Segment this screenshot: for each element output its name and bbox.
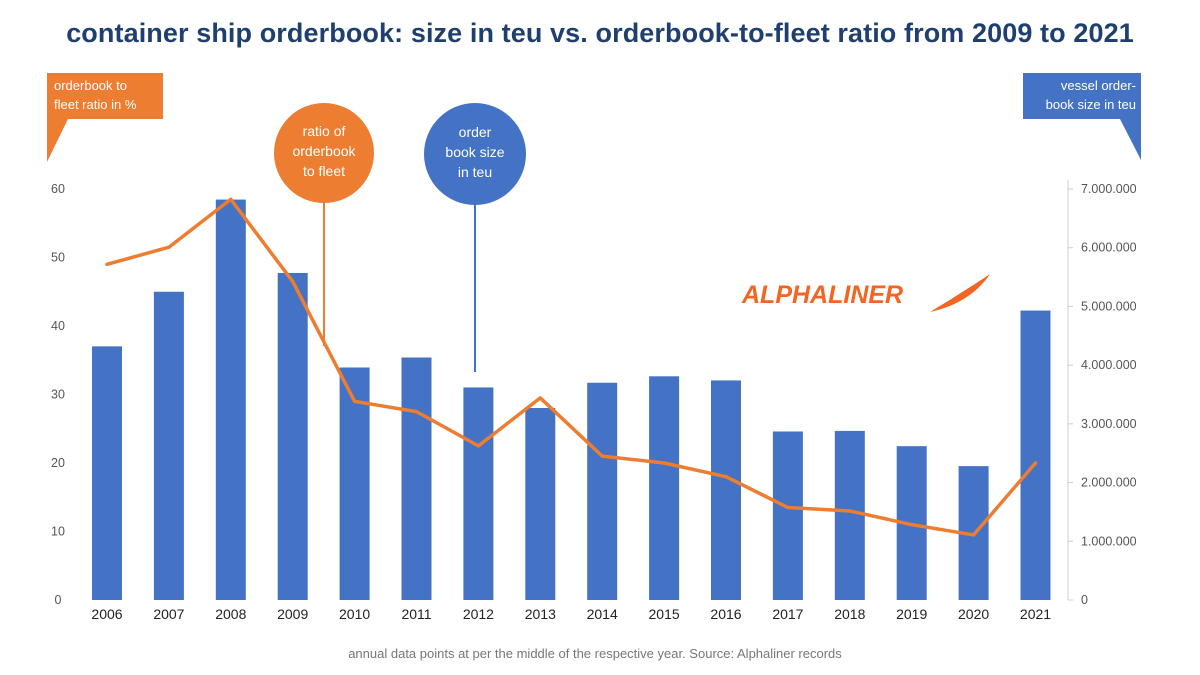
bar-2010	[339, 367, 370, 600]
ratio-bubble: ratio of orderbook to fleet	[274, 103, 374, 203]
left-axis-tick-label: 10	[51, 525, 65, 539]
size-bubble-line-3: in teu	[458, 164, 492, 180]
x-axis-tick-label: 2021	[1020, 606, 1051, 622]
left-axis-tick-label: 50	[51, 251, 65, 265]
x-axis-tick-label: 2018	[834, 606, 865, 622]
right-axis-tick-label: 3.000.000	[1081, 417, 1137, 431]
right-axis-tick-label: 2.000.000	[1081, 476, 1137, 490]
right-axis-tick-label: 1.000.000	[1081, 534, 1137, 548]
right-axis-ticks: 0 1.000.000 2.000.000 3.000.000 4.000.000 5.0…	[1068, 182, 1137, 607]
left-axis-tick-label: 60	[51, 182, 65, 196]
x-axis-tick-label: 2015	[649, 606, 680, 622]
x-axis-tick-label: 2016	[710, 606, 741, 622]
x-axis-tick-label: 2008	[215, 606, 246, 622]
ratio-bubble-line-2: orderbook	[292, 143, 356, 159]
left-axis-label-line-1: orderbook to	[54, 78, 127, 93]
right-axis-label-box: vessel order- book size in teu	[1023, 73, 1141, 160]
bar-2008	[215, 199, 246, 600]
callout-lines	[323, 186, 476, 372]
size-bubble-line-2: book size	[445, 144, 504, 160]
x-axis-tick-label: 2012	[463, 606, 494, 622]
left-axis-ticks: 0 10 20 30 40 50 60	[51, 182, 65, 607]
right-axis-label-line-2: book size in teu	[1046, 97, 1136, 112]
bar-2021	[1020, 310, 1051, 600]
right-axis-tick-label: 6.000.000	[1081, 241, 1137, 255]
x-axis-ticks: 2006 2007 2008 2009 2010 2011 2012 2013 2014 2015…	[91, 606, 1051, 622]
left-axis-tick-label: 30	[51, 388, 65, 402]
source-footnote: annual data points at per the middle of …	[348, 646, 842, 661]
x-axis-tick-label: 2006	[91, 606, 122, 622]
bar-2015	[649, 376, 680, 600]
left-axis-label-line-2: fleet ratio in %	[54, 97, 137, 112]
left-axis-label-box: orderbook to fleet ratio in %	[47, 73, 163, 162]
x-axis-tick-label: 2014	[587, 606, 618, 622]
right-axis-tick-label: 4.000.000	[1081, 358, 1137, 372]
right-axis-tick-label: 7.000.000	[1081, 182, 1137, 196]
size-bubble-line-1: order	[459, 124, 492, 140]
left-axis-tick-label: 20	[51, 456, 65, 470]
bar-2009	[277, 272, 308, 600]
x-axis-tick-label: 2009	[277, 606, 308, 622]
bar-2017	[772, 431, 803, 600]
ratio-bubble-line-1: ratio of	[303, 123, 346, 139]
size-bubble: order book size in teu	[424, 103, 526, 205]
left-axis-tick-label: 0	[55, 593, 62, 607]
x-axis-tick-label: 2019	[896, 606, 927, 622]
alphaliner-logo-text: ALPHALINER	[741, 281, 903, 309]
bar-2013	[525, 408, 556, 600]
x-axis-tick-label: 2020	[958, 606, 989, 622]
line-series	[105, 197, 1038, 537]
bar-series	[92, 199, 1051, 600]
bar-2016	[711, 380, 741, 600]
bar-2012	[463, 387, 494, 600]
bar-2007	[153, 291, 184, 600]
x-axis-tick-label: 2013	[525, 606, 556, 622]
ratio-bubble-line-3: to fleet	[303, 163, 345, 179]
ratio-line	[105, 197, 1038, 537]
x-axis-tick-label: 2011	[401, 606, 431, 622]
bar-2006	[92, 346, 122, 600]
x-axis-tick-label: 2017	[772, 606, 803, 622]
right-axis-label-line-1: vessel order-	[1061, 78, 1136, 93]
bar-2018	[834, 430, 865, 600]
left-axis-tick-label: 40	[51, 319, 65, 333]
chart-title: container ship orderbook: size in teu vs…	[66, 18, 1134, 48]
alphaliner-logo: ALPHALINER	[741, 274, 990, 312]
bar-2014	[587, 382, 618, 600]
x-axis-tick-label: 2007	[153, 606, 184, 622]
x-axis-tick-label: 2010	[339, 606, 370, 622]
right-axis-tick-label: 0	[1081, 593, 1088, 607]
bar-2011	[401, 357, 432, 600]
right-axis-tick-label: 5.000.000	[1081, 299, 1137, 313]
logo-swoosh-icon	[930, 274, 990, 312]
